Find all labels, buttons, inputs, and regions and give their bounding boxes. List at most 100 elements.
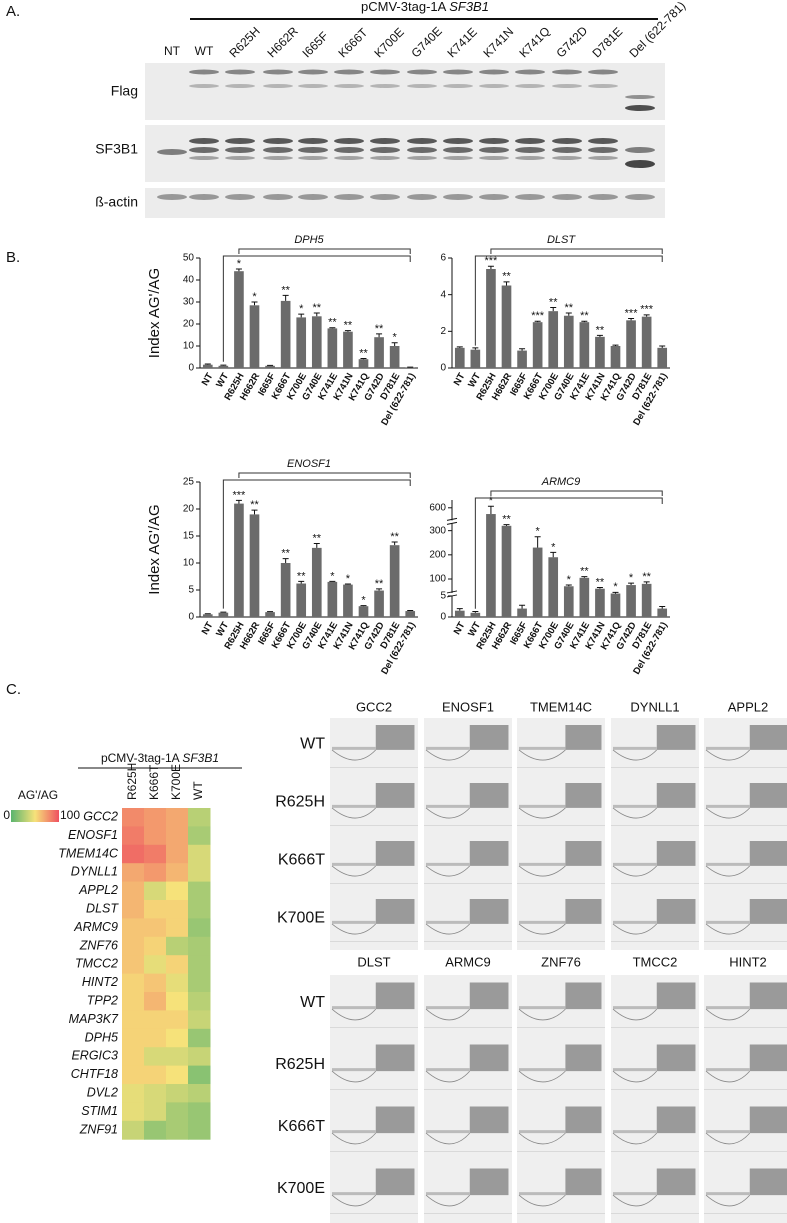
bar <box>374 337 384 368</box>
significance: * <box>299 303 304 315</box>
band <box>263 194 293 200</box>
heatmap-cell <box>166 844 189 864</box>
coverage-low <box>519 920 566 924</box>
error-bar <box>534 320 541 323</box>
error-bar <box>220 364 227 366</box>
row-label: HINT2 <box>82 975 118 989</box>
significance: ** <box>390 531 399 543</box>
heatmap-cell <box>188 863 211 883</box>
coverage-low <box>613 804 657 808</box>
coverage-low <box>613 862 657 866</box>
row-label: K700E <box>277 1180 325 1197</box>
bar <box>249 514 260 617</box>
bar <box>548 557 559 617</box>
coverage <box>565 898 602 924</box>
significance: * <box>361 595 366 607</box>
bracket <box>490 248 663 254</box>
y-axis-label: Index AG'/AG <box>146 268 163 358</box>
heatmap-cell <box>188 936 211 956</box>
coverage-low <box>613 1006 657 1010</box>
row-label: DLST <box>86 901 119 915</box>
heatmap-cell <box>166 826 189 846</box>
heatmap-cell <box>166 1065 189 1085</box>
axis-break <box>447 520 457 524</box>
coverage-low <box>332 1192 376 1196</box>
panel-label: C. <box>6 681 21 698</box>
band <box>479 84 509 88</box>
heatmap-cell <box>122 1120 145 1140</box>
error-bar <box>220 611 227 613</box>
heatmap-cell <box>166 900 189 919</box>
column-label: K700E <box>169 764 183 800</box>
y-tick-label: 0 <box>440 612 446 623</box>
error-bar <box>391 541 398 546</box>
heatmap-cell <box>144 863 167 883</box>
significance: *** <box>640 304 654 316</box>
band <box>334 84 364 88</box>
band <box>515 138 545 144</box>
junction-arc <box>425 1132 471 1145</box>
junction-arc <box>425 923 471 935</box>
panel-label: A. <box>6 3 20 20</box>
heatmap-cell <box>166 1120 189 1140</box>
band <box>588 194 618 200</box>
error-bar <box>360 605 367 607</box>
error-bar <box>313 543 320 548</box>
x-tick-label: NT <box>452 371 468 388</box>
y-tick-label: 20 <box>183 504 195 515</box>
significance: ** <box>596 324 605 336</box>
coverage-low <box>332 1006 376 1010</box>
error-bar <box>643 314 650 317</box>
bar <box>327 328 338 368</box>
bracket <box>238 248 411 254</box>
bracket <box>490 490 663 496</box>
lane-label: I665F <box>299 29 331 61</box>
heatmap-cell <box>188 881 211 901</box>
band <box>370 147 400 153</box>
bar <box>579 577 590 617</box>
heatmap-cell <box>166 1102 189 1122</box>
error-bar <box>612 591 619 594</box>
heatmap-cell <box>122 918 145 938</box>
error-bar <box>204 613 211 615</box>
bar <box>311 316 322 368</box>
band <box>157 149 187 155</box>
panel-label: B. <box>6 249 20 266</box>
band <box>334 156 364 160</box>
band <box>334 147 364 153</box>
chart-title: DPH5 <box>294 234 324 246</box>
coverage <box>375 1044 415 1072</box>
error-bar <box>282 294 289 301</box>
significance: ** <box>502 271 511 283</box>
significance: * <box>252 291 257 303</box>
heatmap-cell <box>122 826 145 846</box>
junction-arc <box>331 1132 377 1145</box>
coverage <box>469 724 509 750</box>
band <box>515 69 545 75</box>
bar <box>374 590 384 617</box>
coverage <box>656 840 696 866</box>
heatmap-cell <box>166 955 189 975</box>
coverage-low <box>426 1130 470 1134</box>
heatmap-cell <box>166 881 189 901</box>
error-bar <box>472 347 479 350</box>
row-label: ZNF76 <box>79 938 118 952</box>
lane-label: NT <box>164 44 181 58</box>
bar <box>610 593 621 617</box>
blot-label: ß-actin <box>95 194 138 210</box>
coverage-low <box>426 1192 470 1196</box>
error-bar <box>298 580 305 584</box>
row-label: ZNF91 <box>79 1122 118 1136</box>
significance: *** <box>625 307 639 319</box>
coverage-low <box>519 1006 566 1010</box>
error-bar <box>659 345 666 348</box>
coverage-low <box>426 920 470 924</box>
bar <box>595 588 605 617</box>
gene-title: TMCC2 <box>633 954 678 969</box>
bracket <box>238 472 411 478</box>
significance: * <box>567 574 572 586</box>
heatmap-cell <box>166 992 189 1011</box>
lane-label: G740E <box>408 24 444 60</box>
junction-arc <box>612 1194 658 1207</box>
coverage <box>749 1106 787 1134</box>
